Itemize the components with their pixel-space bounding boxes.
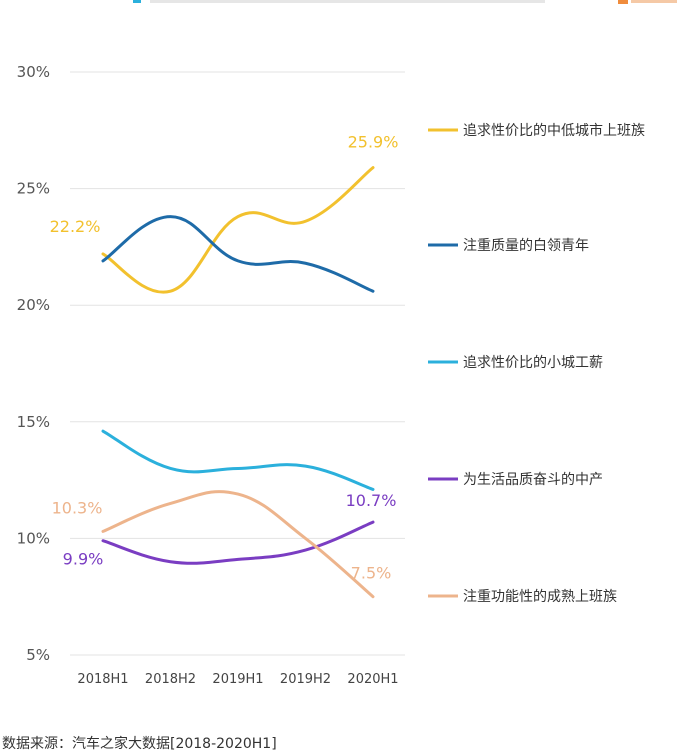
x-tick-label: 2020H1 — [347, 672, 398, 687]
series-line-2 — [101, 429, 375, 491]
y-tick-label: 5% — [26, 646, 50, 664]
top-logo-mark — [618, 0, 628, 4]
legend-label: 注重质量的白领青年 — [463, 238, 589, 254]
series-line-4 — [101, 490, 375, 599]
data-label: 9.9% — [63, 550, 104, 569]
top-logo-text-bar — [631, 0, 677, 3]
data-label: 10.7% — [346, 491, 397, 510]
y-tick-label: 10% — [17, 529, 50, 547]
grid-lines — [70, 71, 405, 656]
y-tick-label: 15% — [17, 413, 50, 431]
source-note: 数据来源：汽车之家大数据[2018-2020H1] — [2, 736, 277, 752]
data-label: 10.3% — [52, 498, 103, 517]
data-label: 22.2% — [50, 217, 101, 236]
series-line-3 — [101, 520, 375, 565]
top-faded-title-bar — [150, 0, 545, 3]
legend: 追求性价比的中低城市上班族注重质量的白领青年追求性价比的小城工薪为生活品质奋斗的… — [428, 122, 645, 605]
legend-label: 注重功能性的成熟上班族 — [463, 589, 617, 605]
top-decoration — [133, 0, 677, 4]
data-label: 7.5% — [351, 564, 392, 583]
top-accent-mark — [133, 0, 141, 3]
series-lines — [101, 166, 375, 599]
x-tick-label: 2019H1 — [212, 672, 263, 687]
y-axis-ticks: 5% 10% 15% 20% 25% 30% — [17, 63, 50, 664]
y-tick-label: 30% — [17, 63, 50, 81]
y-tick-label: 20% — [17, 296, 50, 314]
x-tick-label: 2018H1 — [77, 672, 128, 687]
legend-label: 追求性价比的小城工薪 — [463, 355, 603, 371]
data-labels: 22.2% 25.9% 9.9% 10.7% 10.3% 7.5% — [50, 133, 399, 583]
legend-label: 追求性价比的中低城市上班族 — [463, 122, 645, 139]
x-axis-ticks: 2018H1 2018H2 2019H1 2019H2 2020H1 — [77, 672, 398, 687]
legend-label: 为生活品质奋斗的中产 — [463, 472, 603, 488]
y-tick-label: 25% — [17, 180, 50, 198]
series-line-1 — [101, 215, 375, 293]
x-tick-label: 2019H2 — [280, 672, 331, 687]
x-tick-label: 2018H2 — [145, 672, 196, 687]
data-label: 25.9% — [348, 133, 399, 152]
series-line-0 — [101, 166, 375, 294]
